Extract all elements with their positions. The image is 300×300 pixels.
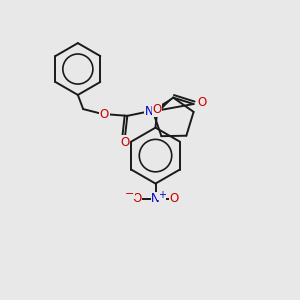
Text: N: N: [145, 105, 154, 118]
Text: O: O: [100, 108, 109, 121]
Text: +: +: [158, 190, 166, 200]
Text: −: −: [125, 189, 135, 199]
Text: O: O: [197, 96, 207, 109]
Text: N: N: [151, 192, 160, 206]
Text: O: O: [152, 103, 162, 116]
Text: O: O: [120, 136, 130, 149]
Text: O: O: [169, 192, 178, 206]
Text: O: O: [133, 192, 142, 206]
Polygon shape: [159, 98, 173, 109]
